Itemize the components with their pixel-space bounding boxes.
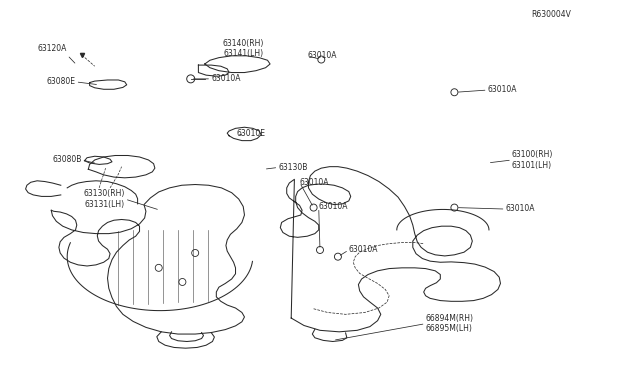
Text: 63010E: 63010E: [237, 129, 266, 138]
Text: 63080E: 63080E: [47, 77, 76, 86]
Text: 63080B: 63080B: [52, 155, 82, 164]
Text: 63010A: 63010A: [307, 51, 337, 60]
Text: R630004V: R630004V: [531, 10, 571, 19]
Text: 63130B: 63130B: [278, 163, 308, 172]
Text: 63010A: 63010A: [211, 74, 241, 83]
Text: 63100(RH)
63101(LH): 63100(RH) 63101(LH): [512, 150, 554, 170]
Text: 63010A: 63010A: [319, 202, 348, 211]
Text: 63010A: 63010A: [506, 204, 535, 213]
Text: 66894M(RH)
66895M(LH): 66894M(RH) 66895M(LH): [426, 314, 474, 333]
Text: 63120A: 63120A: [38, 44, 67, 53]
Text: 63010A: 63010A: [488, 85, 517, 94]
Text: 63130(RH)
63131(LH): 63130(RH) 63131(LH): [83, 189, 125, 209]
Text: 63010A: 63010A: [349, 245, 378, 254]
Text: 63140(RH)
63141(LH): 63140(RH) 63141(LH): [223, 39, 264, 58]
Text: 63010A: 63010A: [300, 178, 329, 187]
